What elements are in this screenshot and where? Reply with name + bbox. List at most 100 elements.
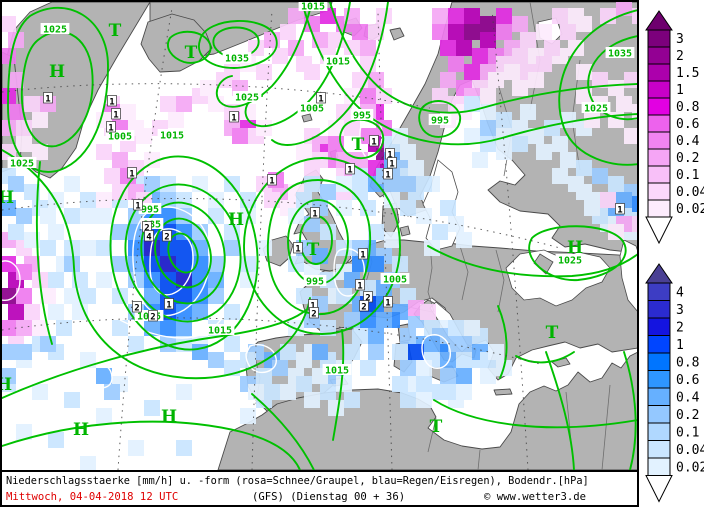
precip-cell	[32, 144, 48, 160]
precip-cell	[320, 384, 336, 400]
precip-cell	[96, 208, 112, 224]
precip-cell	[440, 352, 456, 368]
precip-cell	[384, 232, 400, 248]
precip-cell	[288, 8, 304, 24]
precip-cell	[456, 40, 472, 56]
precip-value-label: 1	[231, 114, 236, 124]
caption-frame	[0, 470, 639, 507]
precip-cell	[8, 304, 24, 320]
pressure-label-bg	[105, 130, 135, 141]
precip-value-label: 1	[310, 302, 315, 312]
precip-cell	[96, 408, 112, 424]
scale-tick-label: 0.6	[676, 117, 699, 132]
precip-cell	[592, 168, 608, 184]
precip-value-bg	[43, 92, 53, 104]
precip-cell	[552, 8, 568, 24]
precip-cell	[528, 128, 544, 144]
precip-cell	[304, 160, 320, 176]
scale-tick-label: 2	[676, 320, 684, 335]
pressure-label: 1015	[325, 366, 349, 377]
scale-box	[647, 114, 671, 133]
precip-cell	[40, 336, 56, 352]
scale-box	[647, 370, 671, 389]
precip-cell	[464, 128, 480, 144]
high-pressure-label: H	[0, 375, 12, 395]
precip-cell	[632, 196, 638, 212]
precip-cell	[560, 112, 576, 128]
precip-value-bg	[144, 230, 154, 242]
precip-cell	[464, 24, 480, 40]
scale-tick-label: 3	[676, 32, 684, 47]
scale-tick-label: 0.6	[676, 373, 699, 388]
precip-cell	[16, 320, 32, 336]
precip-cell	[256, 64, 272, 80]
precip-cell	[192, 240, 208, 256]
precip-cell	[112, 256, 128, 272]
precip-value-label: 2	[365, 294, 370, 304]
precip-value-label: 1	[371, 138, 376, 148]
precip-value-bg	[309, 307, 319, 319]
precip-cell	[64, 256, 80, 272]
caption-line1: Niederschlagsstaerke [mm/h] u. -form (ro…	[6, 475, 589, 487]
precip-cell	[256, 240, 272, 256]
precip-cell	[80, 192, 96, 208]
precip-value-bg	[106, 121, 116, 133]
precip-cell	[496, 144, 512, 160]
precip-cell	[232, 128, 248, 144]
precip-cell	[80, 288, 96, 304]
precip-value-label: 1	[360, 251, 365, 261]
precip-cell	[112, 320, 128, 336]
precip-cell	[176, 96, 192, 112]
precip-cell	[344, 312, 360, 328]
precip-cell	[420, 304, 436, 320]
scale-box	[647, 387, 671, 406]
precip-cell	[336, 376, 352, 392]
precip-cell	[432, 88, 448, 104]
pressure-label: 1015	[326, 57, 350, 68]
scale-tick-label: 0.8	[676, 355, 699, 370]
precip-cell	[464, 96, 480, 112]
precip-cell	[416, 360, 432, 376]
pressure-label: 1025	[10, 159, 34, 170]
scale-tick-label: 0.2	[676, 408, 699, 423]
scale-box	[647, 29, 671, 48]
precip-cell	[496, 24, 512, 40]
precip-cell	[96, 240, 112, 256]
precip-cell	[160, 256, 176, 272]
precip-cell	[8, 224, 24, 240]
precip-cell	[352, 184, 368, 200]
precip-cell	[144, 176, 160, 192]
precip-cell	[448, 320, 464, 336]
precip-cell	[376, 8, 392, 24]
scale-tick-label: 0.1	[676, 425, 699, 440]
precip-cell	[512, 80, 528, 96]
precip-value-bg	[387, 157, 397, 169]
precip-value-label: 2	[311, 310, 316, 320]
scale-tick-label: 2	[676, 49, 684, 64]
precip-cell	[360, 40, 376, 56]
precip-value-bg	[133, 199, 143, 211]
precip-cell	[304, 392, 320, 408]
precip-cell	[272, 48, 288, 64]
pressure-label-bg	[555, 254, 585, 265]
scale-tick-label: 1	[676, 338, 684, 353]
pressure-label-bg	[350, 109, 374, 120]
precip-cell	[368, 224, 384, 240]
precip-value-bg	[369, 135, 379, 147]
precip-cell	[464, 320, 480, 336]
precip-cell	[128, 336, 144, 352]
scale-box	[647, 97, 671, 116]
precip-cell	[160, 96, 176, 112]
precip-cell	[400, 328, 416, 344]
precip-value-bg	[615, 203, 625, 215]
precip-cell	[368, 24, 384, 40]
scale-box	[647, 405, 671, 424]
pressure-label: 1015	[208, 326, 232, 337]
precip-cell	[368, 72, 384, 88]
precip-cell	[144, 400, 160, 416]
scale-tick-label: 0.4	[676, 134, 700, 149]
precip-cell	[24, 96, 40, 112]
precip-cell	[552, 168, 568, 184]
precip-cell	[296, 288, 312, 304]
